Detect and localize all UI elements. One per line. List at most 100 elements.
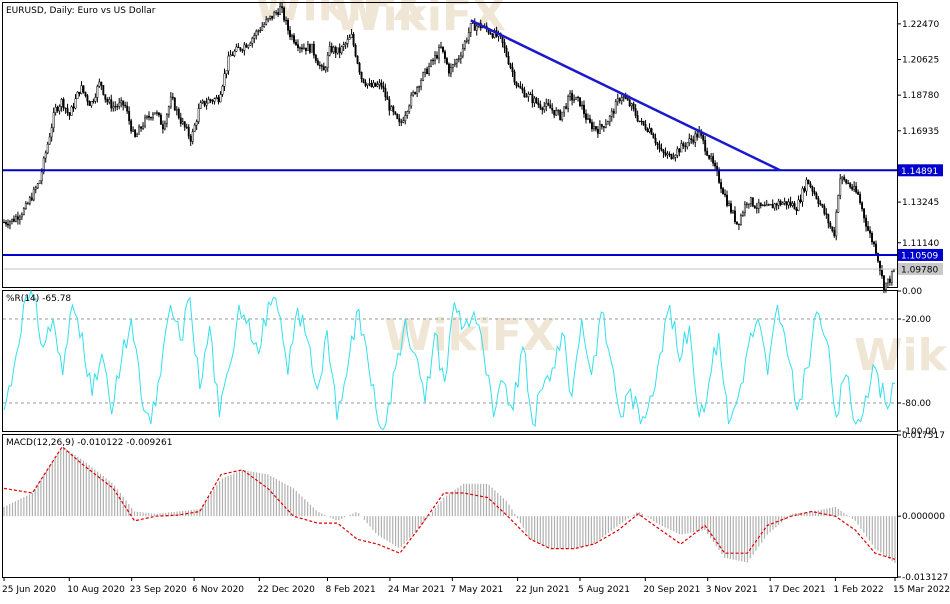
candle-body bbox=[692, 139, 695, 143]
candle-body bbox=[30, 197, 33, 201]
candle-body bbox=[54, 107, 57, 113]
watermark-text: WikiFX bbox=[384, 310, 556, 361]
candle-body bbox=[58, 106, 61, 112]
candle-body bbox=[116, 106, 119, 108]
candle-body bbox=[765, 204, 768, 207]
time-tick-label: 24 Mar 2021 bbox=[388, 585, 445, 595]
candle-body bbox=[372, 82, 375, 88]
candle-body bbox=[781, 202, 784, 205]
candle-body bbox=[702, 135, 705, 141]
candle-body bbox=[360, 71, 363, 80]
time-tick-label: 6 Nov 2020 bbox=[192, 585, 244, 595]
candle-body bbox=[755, 207, 758, 209]
candle-body bbox=[587, 118, 589, 120]
candle-body bbox=[823, 205, 826, 214]
candle-body bbox=[90, 101, 93, 106]
candle-body bbox=[374, 82, 377, 87]
candle-body bbox=[610, 110, 613, 117]
candle-body bbox=[829, 222, 832, 228]
candle-body bbox=[46, 143, 49, 154]
candle-body bbox=[505, 47, 508, 57]
candle-body bbox=[392, 106, 395, 113]
candle-body bbox=[348, 37, 351, 40]
time-tick-label: 22 Jun 2021 bbox=[516, 585, 570, 595]
candle-body bbox=[277, 12, 280, 15]
macd-pane[interactable] bbox=[3, 445, 896, 563]
candle-body bbox=[12, 218, 15, 222]
candle-body bbox=[342, 44, 345, 47]
candle-body bbox=[596, 128, 599, 134]
candle-body bbox=[585, 113, 587, 120]
candle-body bbox=[461, 48, 464, 57]
time-axis[interactable]: 25 Jun 2020 10 Aug 2020 23 Sep 2020 6 Nov 2… bbox=[2, 577, 950, 595]
candle-body bbox=[306, 44, 309, 51]
candle-body bbox=[124, 104, 127, 107]
candle-body bbox=[88, 101, 91, 106]
candle-body bbox=[338, 47, 341, 54]
candle-body bbox=[376, 84, 379, 87]
candle-body bbox=[515, 81, 518, 87]
price-pane[interactable] bbox=[3, 2, 897, 294]
time-tick-label: 22 Dec 2020 bbox=[257, 585, 315, 595]
candle-body bbox=[261, 26, 264, 31]
candle-body bbox=[873, 241, 875, 245]
candle-body bbox=[72, 106, 75, 109]
candle-body bbox=[273, 12, 276, 19]
candle-body bbox=[650, 128, 653, 135]
candle-body bbox=[708, 155, 711, 159]
candle-body bbox=[575, 96, 578, 100]
candle-body bbox=[839, 178, 842, 196]
candle-body bbox=[402, 120, 405, 123]
candle-body bbox=[654, 137, 657, 144]
candle-body bbox=[275, 12, 278, 14]
candle-body bbox=[146, 115, 148, 119]
candle-body bbox=[179, 117, 182, 124]
candle-body bbox=[710, 156, 713, 159]
candle-body bbox=[553, 109, 556, 116]
candle-body bbox=[136, 134, 139, 137]
candle-body bbox=[245, 44, 248, 48]
candle-body bbox=[84, 91, 87, 96]
candle-body bbox=[28, 197, 31, 204]
candle-body bbox=[185, 126, 188, 128]
candle-body bbox=[801, 188, 804, 202]
time-tick-label: 20 Sep 2021 bbox=[643, 585, 700, 595]
candle-body bbox=[438, 47, 440, 59]
candle-body bbox=[132, 129, 135, 132]
time-tick-label: 8 Feb 2021 bbox=[325, 585, 375, 595]
price-tick-label: 1.13245 bbox=[902, 198, 939, 208]
candle-body bbox=[330, 46, 333, 53]
candle-body bbox=[757, 202, 760, 209]
candle-body bbox=[583, 104, 585, 114]
candle-body bbox=[590, 122, 593, 130]
watermark-text: WikiFX bbox=[854, 330, 950, 381]
candle-body bbox=[120, 100, 123, 104]
candle-body bbox=[243, 44, 246, 51]
candle-body bbox=[892, 269, 895, 272]
candle-body bbox=[404, 115, 407, 121]
candle-body bbox=[322, 66, 325, 71]
candle-body bbox=[378, 82, 381, 85]
candle-body bbox=[579, 97, 581, 107]
candle-body bbox=[789, 201, 792, 206]
candle-body bbox=[424, 68, 427, 74]
trendline[interactable] bbox=[470, 19, 781, 172]
candle-body bbox=[255, 31, 258, 36]
candle-body bbox=[779, 200, 782, 205]
candle-body bbox=[102, 85, 105, 95]
candle-body bbox=[364, 82, 367, 86]
candle-body bbox=[332, 47, 335, 53]
candle-body bbox=[432, 59, 434, 62]
time-tick-label: 7 May 2021 bbox=[450, 585, 503, 595]
price-axis[interactable]: 1.22470 1.20625 1.18780 1.16935 1.13245 1.111… bbox=[897, 20, 948, 583]
wpr-pane[interactable] bbox=[3, 289, 897, 431]
candle-body bbox=[821, 204, 824, 207]
candle-body bbox=[181, 121, 184, 124]
candle-body bbox=[855, 186, 858, 193]
time-tick-label: 23 Sep 2020 bbox=[130, 585, 187, 595]
candle-body bbox=[694, 133, 697, 143]
wpr-tick-label: -20.00 bbox=[902, 315, 931, 325]
candle-body bbox=[408, 105, 411, 112]
